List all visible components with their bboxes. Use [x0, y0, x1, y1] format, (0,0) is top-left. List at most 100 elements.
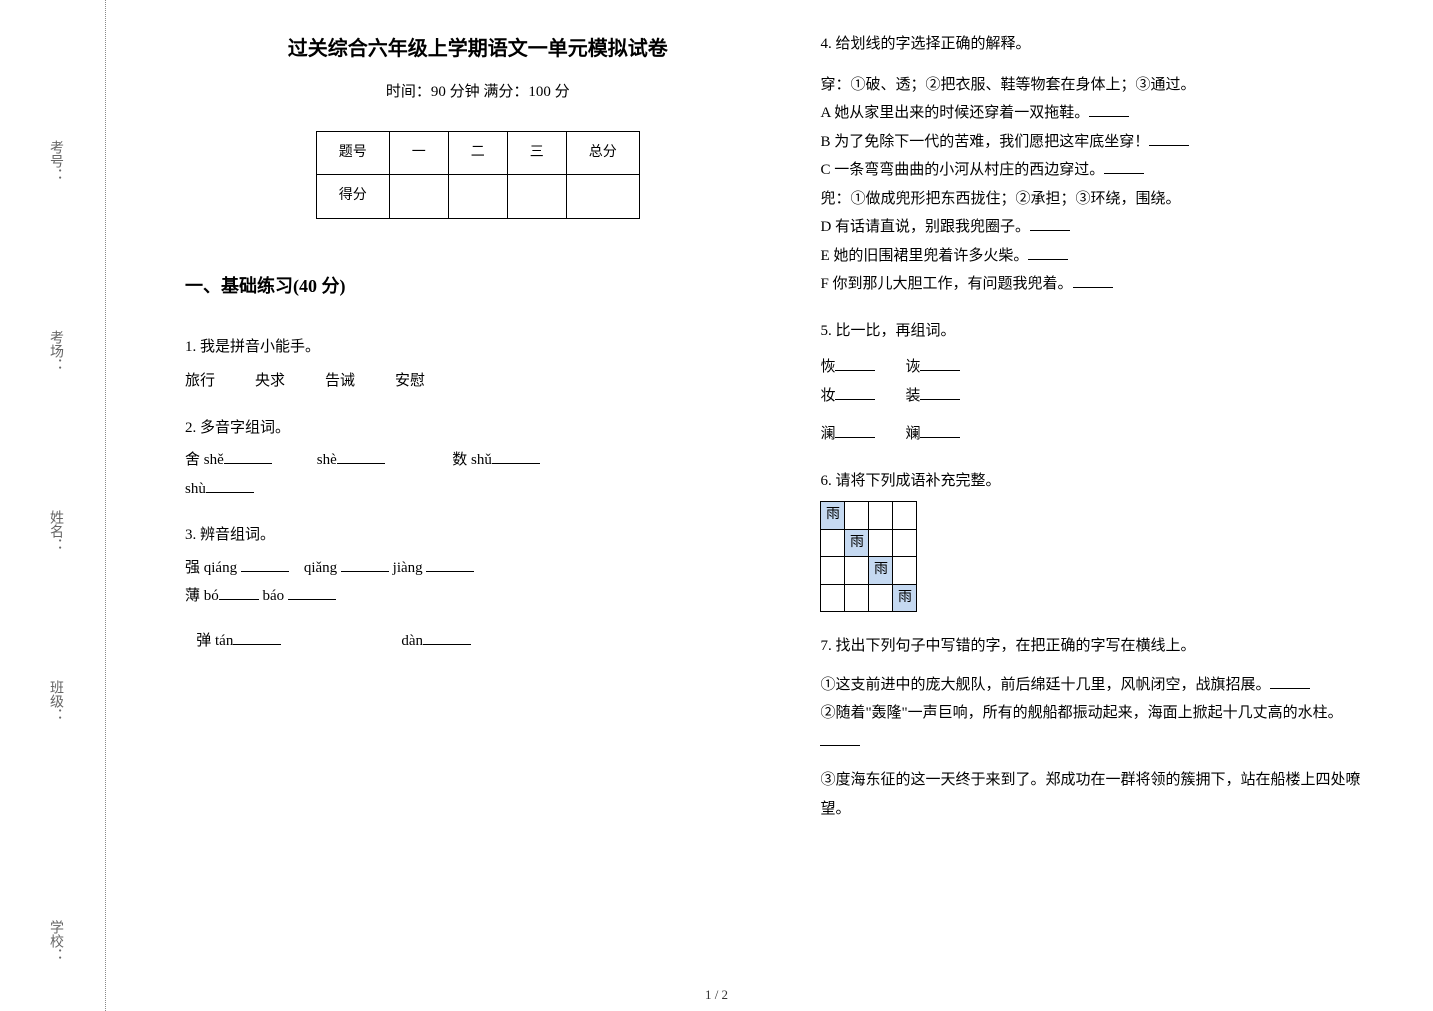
score-cell: 得分	[316, 175, 389, 219]
q4-line: B 为了免除下一代的苦难，我们愿把这牢底坐穿！	[820, 128, 1378, 157]
blank	[341, 558, 389, 572]
table-row: 雨	[821, 502, 917, 530]
blank	[492, 450, 540, 464]
pinyin-item: 数 shǔ	[452, 452, 492, 468]
q7-line: ②随着"轰隆"一声巨响，所有的舰船都振动起来，海面上掀起十几丈高的水柱。	[820, 699, 1378, 756]
pinyin-item: 弹 tán	[196, 633, 233, 649]
blank	[820, 732, 860, 746]
score-header: 二	[448, 131, 507, 175]
blank	[337, 450, 385, 464]
binding-label-room: 考场：	[45, 330, 65, 372]
pinyin-row: 弹 tán dàn	[185, 627, 770, 656]
table-row: 雨	[821, 584, 917, 612]
score-header: 题号	[316, 131, 389, 175]
rain-table: 雨 雨 雨 雨	[820, 501, 917, 612]
rain-cell	[893, 502, 917, 530]
q-text: 比一比，再组词。	[835, 323, 955, 339]
table-row: 题号 一 二 三 总分	[316, 131, 639, 175]
q-text: 给划线的字选择正确的解释。	[835, 36, 1030, 52]
left-column: 过关综合六年级上学期语文一单元模拟试卷 时间：90 分钟 满分：100 分 题号…	[160, 30, 795, 1001]
q4-text: C 一条弯弯曲曲的小河从村庄的西边穿过。	[820, 162, 1104, 178]
table-row: 得分	[316, 175, 639, 219]
rain-cell: 雨	[845, 529, 869, 557]
pinyin-item: qiǎng	[300, 560, 341, 576]
blank	[288, 586, 336, 600]
pinyin-item: 强 qiáng	[185, 560, 241, 576]
q5-row: 恢 诙	[820, 353, 1378, 382]
q4-line: E 她的旧围裙里兜着许多火柴。	[820, 242, 1378, 271]
score-header: 一	[389, 131, 448, 175]
rain-cell	[821, 529, 845, 557]
pinyin-row: 舍 shě shè 数 shǔ shù	[185, 446, 770, 503]
table-row: 雨	[821, 557, 917, 585]
blank	[1028, 246, 1068, 260]
rain-cell	[893, 529, 917, 557]
q4-text: B 为了免除下一代的苦难，我们愿把这牢底坐穿！	[820, 134, 1149, 150]
word: 央求	[255, 367, 285, 396]
rain-cell	[845, 557, 869, 585]
blank	[206, 479, 254, 493]
word: 旅行	[185, 367, 215, 396]
binding-label-number: 考号：	[45, 140, 65, 182]
rain-cell	[845, 502, 869, 530]
q4-line: 兜：①做成兜形把东西拢住；②承担；③环绕，围绕。	[820, 185, 1378, 214]
rain-cell	[869, 502, 893, 530]
question-3: 3. 辨音组词。 强 qiáng qiǎng jiàng 薄 bó báo 弹 …	[185, 521, 770, 655]
blank	[233, 631, 281, 645]
q4-line: A 她从家里出来的时候还穿着一双拖鞋。	[820, 99, 1378, 128]
score-cell	[507, 175, 566, 219]
pinyin-item: 舍 shě	[185, 452, 224, 468]
blank	[1089, 103, 1129, 117]
word-row: 旅行 央求 告诫 安慰	[185, 367, 770, 396]
question-6: 6. 请将下列成语补充完整。 雨 雨 雨 雨	[820, 467, 1378, 613]
blank	[835, 424, 875, 438]
blank	[920, 357, 960, 371]
q4-line: 穿：①破、透；②把衣服、鞋等物套在身体上；③通过。	[820, 71, 1378, 100]
word: 告诫	[325, 367, 355, 396]
blank	[1030, 217, 1070, 231]
blank	[224, 450, 272, 464]
question-4: 4. 给划线的字选择正确的解释。 穿：①破、透；②把衣服、鞋等物套在身体上；③通…	[820, 30, 1378, 299]
rain-cell	[869, 529, 893, 557]
q4-line: D 有话请直说，别跟我兜圈子。	[820, 213, 1378, 242]
rain-cell	[845, 584, 869, 612]
question-5: 5. 比一比，再组词。 恢 诙 妆 装 澜 斓	[820, 317, 1378, 449]
q-text: 请将下列成语补充完整。	[835, 473, 1000, 489]
q5-char: 澜	[820, 426, 835, 442]
score-cell	[566, 175, 639, 219]
pinyin-row: 强 qiáng qiǎng jiàng 薄 bó báo	[185, 554, 770, 611]
blank	[1073, 274, 1113, 288]
q4-line: C 一条弯弯曲曲的小河从村庄的西边穿过。	[820, 156, 1378, 185]
score-header: 三	[507, 131, 566, 175]
rain-cell: 雨	[821, 502, 845, 530]
score-header: 总分	[566, 131, 639, 175]
blank	[423, 631, 471, 645]
q5-char: 恢	[820, 359, 835, 375]
rain-cell: 雨	[869, 557, 893, 585]
q4-text: E 她的旧围裙里兜着许多火柴。	[820, 248, 1028, 264]
q5-char: 斓	[905, 426, 920, 442]
q-text: 我是拼音小能手。	[200, 339, 320, 355]
pinyin-item: báo	[263, 588, 288, 604]
q-text: 找出下列句子中写错的字，在把正确的字写在横线上。	[835, 638, 1195, 654]
score-cell	[389, 175, 448, 219]
pinyin-item: jiàng	[393, 560, 427, 576]
binding-strip: 学校： 班级： 姓名： 考场： 考号：	[0, 0, 150, 1011]
rain-cell	[821, 584, 845, 612]
blank	[920, 386, 960, 400]
blank	[920, 424, 960, 438]
page-number: 1 / 2	[0, 987, 1433, 1003]
q-num: 5.	[820, 323, 835, 339]
q-text: 辨音组词。	[200, 527, 275, 543]
table-row: 雨	[821, 529, 917, 557]
q5-char: 诙	[905, 359, 920, 375]
q4-text: F 你到那儿大胆工作，有问题我兜着。	[820, 276, 1072, 292]
section-heading: 一、基础练习(40 分)	[185, 269, 770, 303]
rain-cell	[869, 584, 893, 612]
content-area: 过关综合六年级上学期语文一单元模拟试卷 时间：90 分钟 满分：100 分 题号…	[150, 0, 1433, 1011]
q5-char: 装	[905, 388, 920, 404]
q5-char: 妆	[820, 388, 835, 404]
binding-label-grade: 班级：	[45, 680, 65, 722]
q-num: 1.	[185, 339, 200, 355]
rain-cell	[893, 557, 917, 585]
